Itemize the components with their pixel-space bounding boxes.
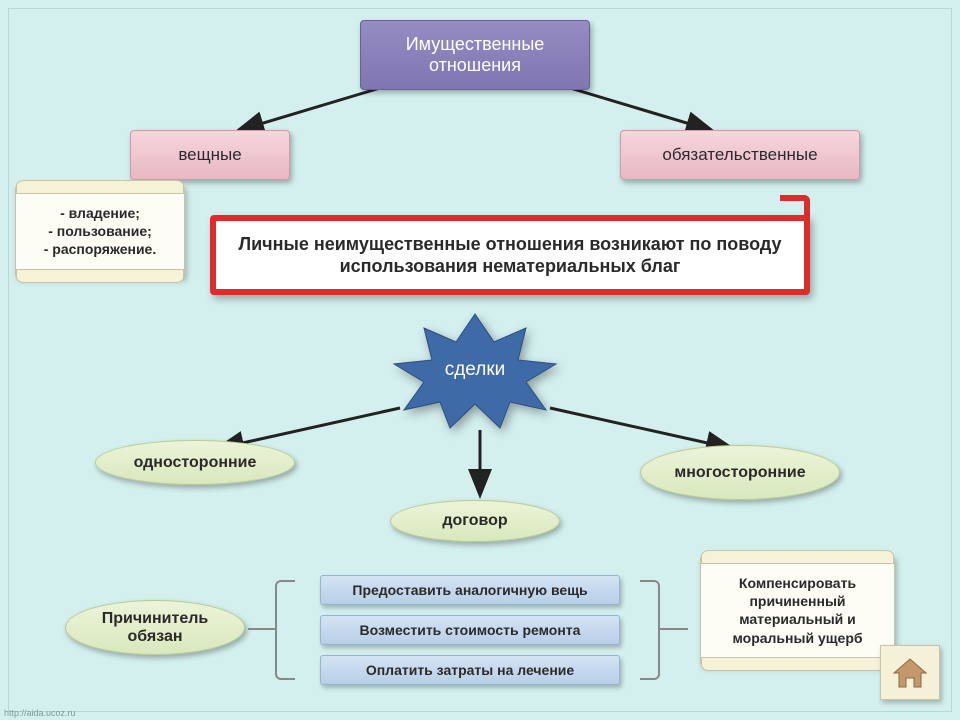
node-obligatory: обязательственные: [620, 130, 860, 180]
bracket-left: [275, 580, 295, 680]
oval-cause: Причинитель обязан: [65, 600, 245, 655]
bar-item-3: Оплатить затраты на лечение: [320, 655, 620, 685]
scroll-right-note: Компенсировать причиненный материальный …: [700, 555, 895, 666]
bar-item-1: Предоставить аналогичную вещь: [320, 575, 620, 605]
home-icon: [892, 657, 928, 689]
bracket-left-stem: [248, 628, 276, 630]
home-button[interactable]: [880, 645, 940, 700]
scroll-left-note: - владение; - пользование; - распоряжени…: [15, 185, 185, 278]
scroll-left-line3: - распоряжение.: [44, 241, 157, 257]
star-label: сделки: [390, 310, 560, 430]
arrow-star-down: [440, 425, 520, 505]
oval-multi-sided: многосторонние: [640, 445, 840, 500]
oval-contract: договор: [390, 500, 560, 542]
scroll-left-line1: - владение;: [60, 205, 140, 221]
root-node: Имущественные отношения: [360, 20, 590, 90]
node-veshnye: вещные: [130, 130, 290, 180]
red-banner: Личные неимущественные отношения возника…: [210, 215, 810, 295]
watermark: http://aida.ucoz.ru: [4, 708, 76, 718]
oval-one-sided: односторонние: [95, 440, 295, 485]
bracket-right-stem: [660, 628, 688, 630]
star-node: сделки: [390, 310, 560, 430]
bracket-right: [640, 580, 660, 680]
scroll-left-line2: - пользование;: [48, 223, 152, 239]
bar-item-2: Возместить стоимость ремонта: [320, 615, 620, 645]
